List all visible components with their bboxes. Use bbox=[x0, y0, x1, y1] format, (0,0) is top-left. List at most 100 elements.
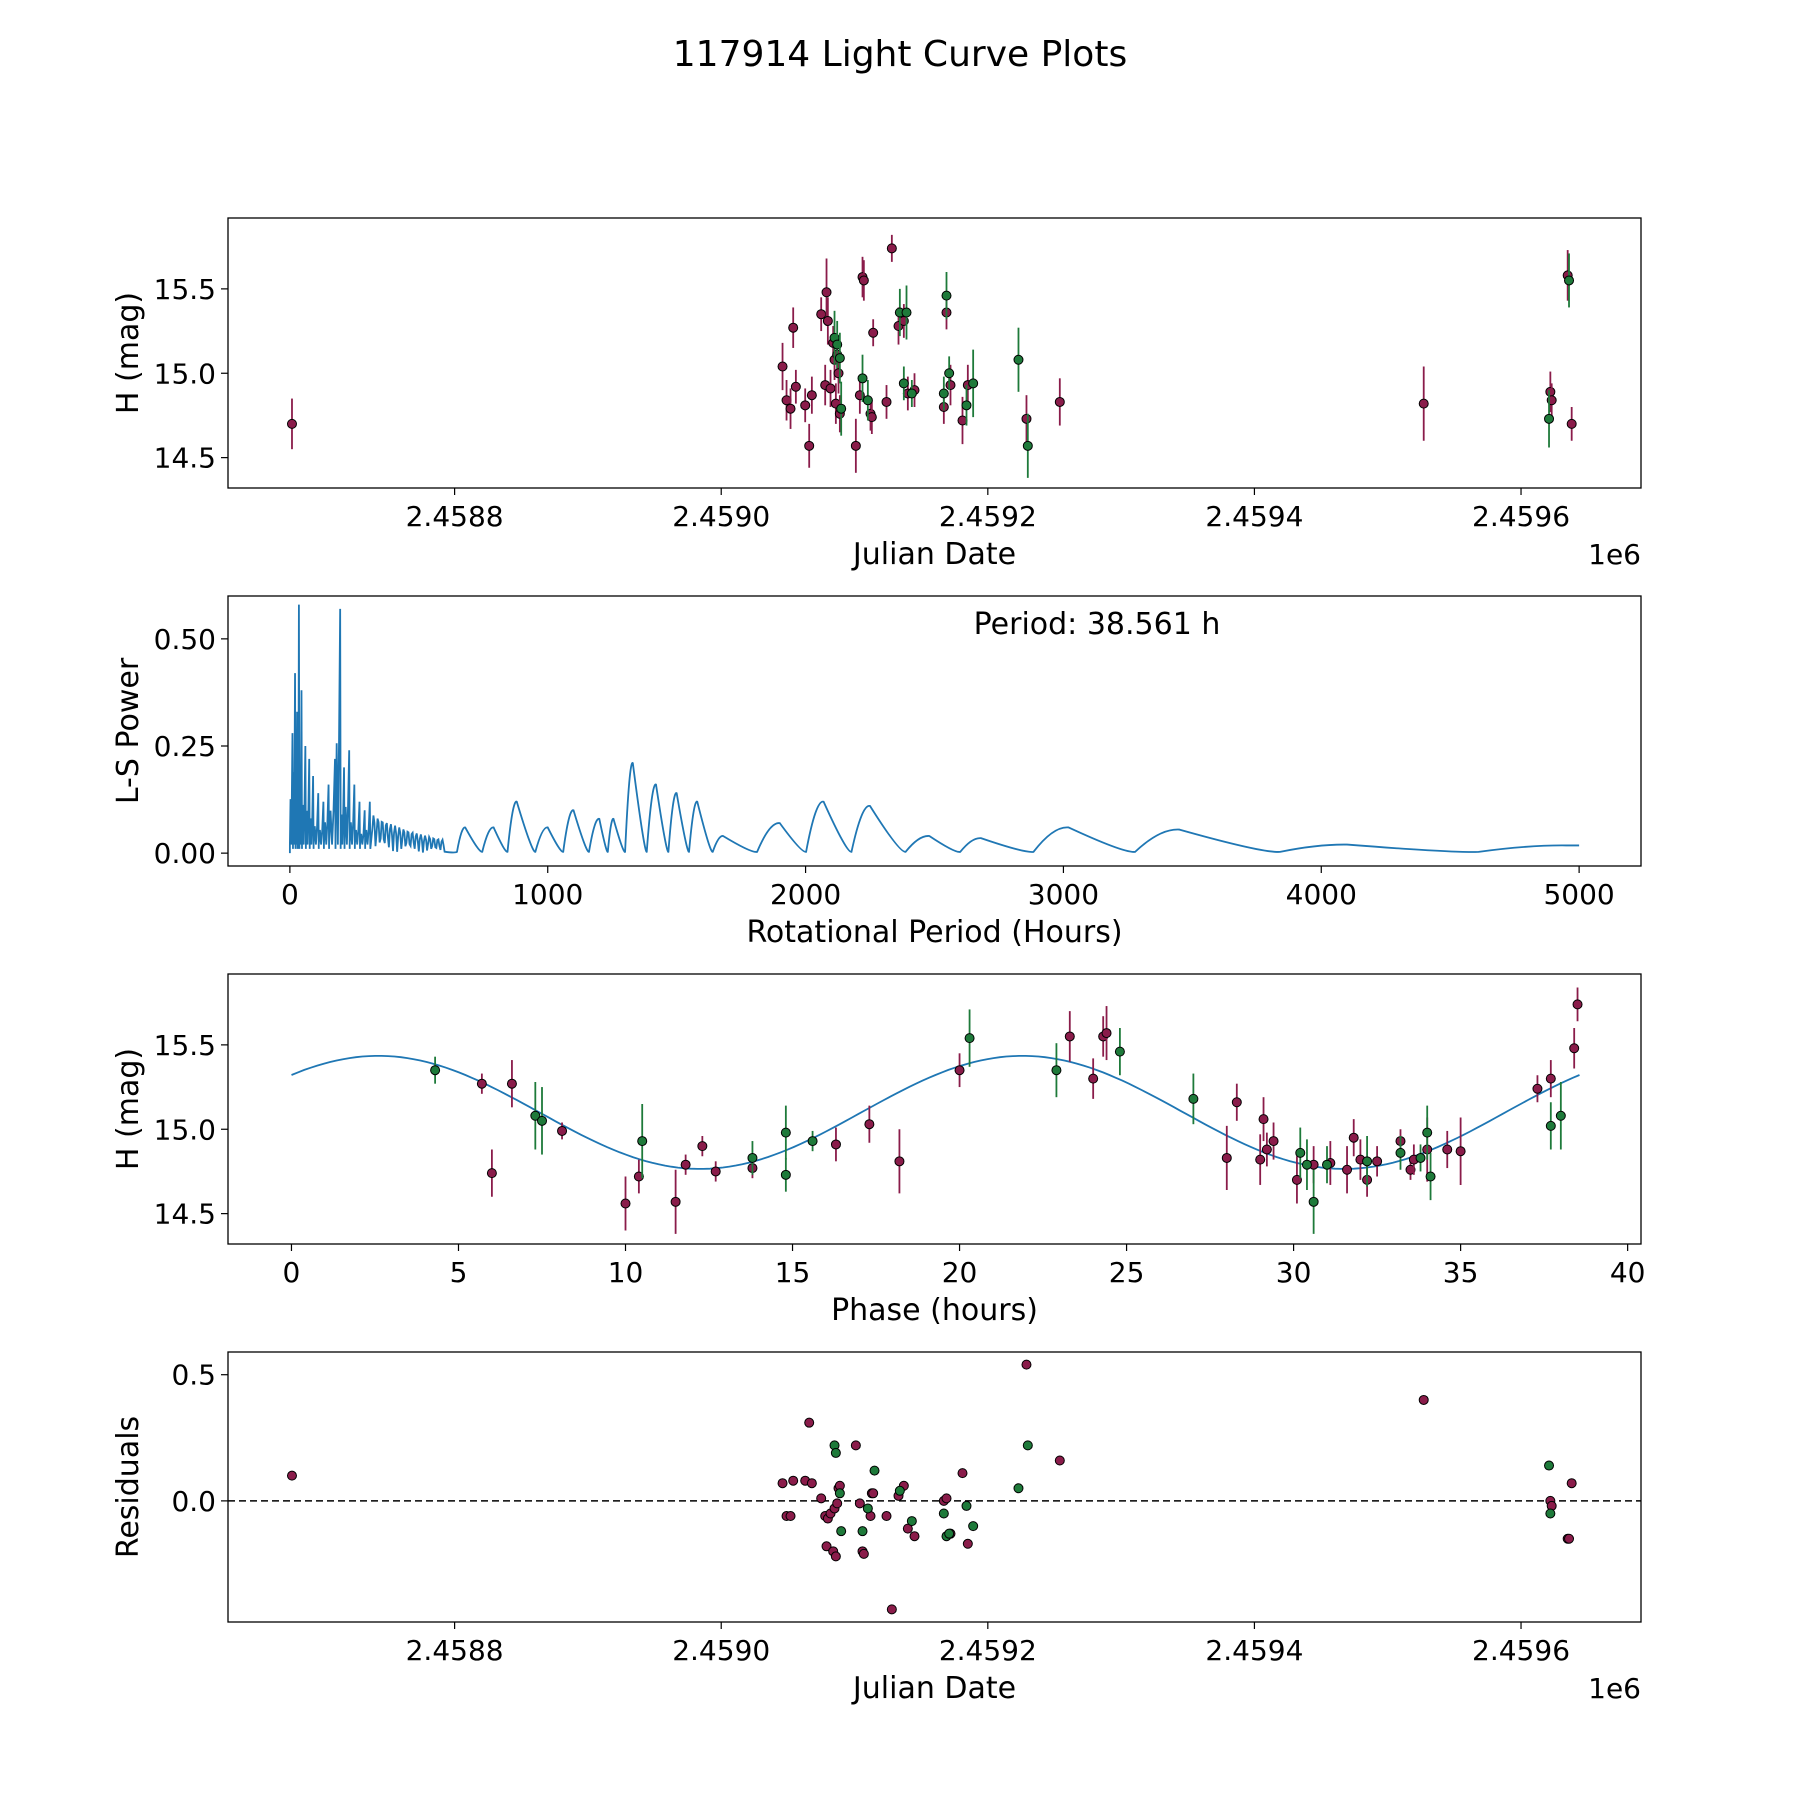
data-point-r bbox=[1231, 1097, 1242, 1108]
data-point-r bbox=[886, 243, 897, 254]
data-point-r bbox=[1021, 1359, 1032, 1370]
data-point-g bbox=[898, 378, 909, 389]
data-point-r bbox=[777, 1478, 788, 1489]
x-tick-label: 2.4588 bbox=[406, 1634, 504, 1667]
x-tick-label: 40 bbox=[1610, 1256, 1646, 1289]
data-point-g bbox=[807, 1136, 818, 1147]
data-point-r bbox=[1261, 1144, 1272, 1155]
data-point-r bbox=[1064, 1031, 1075, 1042]
data-point-r bbox=[962, 1538, 973, 1549]
y-tick-label: 0.0 bbox=[171, 1485, 216, 1518]
data-point-r bbox=[850, 440, 861, 451]
data-point-g bbox=[906, 388, 917, 399]
data-point-g bbox=[780, 1127, 791, 1138]
data-point-g bbox=[941, 290, 952, 301]
data-point-r bbox=[902, 1523, 913, 1534]
data-point-g bbox=[1544, 413, 1555, 424]
data-point-r bbox=[1455, 1146, 1466, 1157]
data-point-r bbox=[804, 440, 815, 451]
data-point-r bbox=[825, 383, 836, 394]
x-offset-label: 1e6 bbox=[1588, 538, 1641, 571]
chart-raw: 2.4588 2.4590 2.4592 2.4594 2.4596 14.5 15.0 15… bbox=[111, 217, 1642, 572]
fit-curve bbox=[291, 1055, 1580, 1170]
x-tick-label: 3000 bbox=[1028, 878, 1099, 911]
axes-frame bbox=[227, 1351, 1642, 1623]
data-point-g bbox=[747, 1152, 758, 1163]
data-point-g bbox=[637, 1136, 648, 1147]
data-point-r bbox=[945, 380, 956, 391]
data-point-g bbox=[1362, 1156, 1373, 1167]
data-point-g bbox=[1013, 1483, 1024, 1494]
data-point-g bbox=[1422, 1127, 1433, 1138]
data-point-r bbox=[286, 1470, 297, 1481]
data-point-g bbox=[834, 353, 845, 364]
x-tick-label: 0 bbox=[283, 1256, 301, 1289]
data-point-g bbox=[1555, 1110, 1566, 1121]
x-axis-label: Julian Date bbox=[851, 1671, 1016, 1706]
data-point-r bbox=[1418, 1394, 1429, 1405]
data-point-r bbox=[506, 1078, 517, 1089]
data-point-r bbox=[864, 1119, 875, 1130]
x-axis-label: Julian Date bbox=[851, 537, 1016, 572]
x-tick-label: 2.4590 bbox=[672, 500, 770, 533]
data-point-g bbox=[780, 1169, 791, 1180]
data-point-r bbox=[957, 1468, 968, 1479]
data-point-r bbox=[1088, 1073, 1099, 1084]
x-tick-label: 15 bbox=[775, 1256, 811, 1289]
data-point-g bbox=[1545, 1120, 1556, 1131]
data-point-g bbox=[1415, 1152, 1426, 1163]
data-point-r bbox=[680, 1159, 691, 1170]
data-layer bbox=[286, 234, 1577, 478]
x-tick-label: 20 bbox=[942, 1256, 978, 1289]
data-point-g bbox=[1425, 1171, 1436, 1182]
data-point-g bbox=[968, 378, 979, 389]
data-point-g bbox=[1295, 1147, 1306, 1158]
y-tick-label: 14.5 bbox=[154, 1198, 216, 1231]
data-point-r bbox=[1564, 1533, 1575, 1544]
data-point-g bbox=[1051, 1065, 1062, 1076]
x-tick-label: 2.4592 bbox=[939, 1634, 1037, 1667]
data-layer bbox=[291, 987, 1583, 1234]
data-point-r bbox=[777, 361, 788, 372]
data-point-r bbox=[858, 275, 869, 286]
x-tick-label: 2.4588 bbox=[406, 500, 504, 533]
data-point-r bbox=[816, 1493, 827, 1504]
data-point-g bbox=[1395, 1147, 1406, 1158]
data-point-r bbox=[816, 309, 827, 320]
x-tick-label: 2.4596 bbox=[1472, 1634, 1570, 1667]
data-point-g bbox=[836, 1526, 847, 1537]
y-tick-label: 15.0 bbox=[154, 1113, 216, 1146]
x-tick-label: 2.4592 bbox=[939, 500, 1037, 533]
data-point-g bbox=[1114, 1046, 1125, 1057]
data-point-g bbox=[1013, 354, 1024, 365]
data-point-g bbox=[1564, 275, 1575, 286]
y-axis-label: H (mag) bbox=[111, 292, 146, 414]
data-point-g bbox=[906, 1516, 917, 1527]
data-point-r bbox=[1569, 1043, 1580, 1054]
y-axis-label: L-S Power bbox=[111, 657, 146, 804]
x-tick-label: 35 bbox=[1443, 1256, 1479, 1289]
data-point-g bbox=[968, 1521, 979, 1532]
data-point-r bbox=[1545, 1073, 1556, 1084]
data-point-r bbox=[785, 403, 796, 414]
data-point-r bbox=[941, 1493, 952, 1504]
data-point-r bbox=[1255, 1154, 1266, 1165]
x-axis-label: Phase (hours) bbox=[831, 1293, 1038, 1328]
data-point-r bbox=[830, 1139, 841, 1150]
data-point-r bbox=[894, 1156, 905, 1167]
data-point-r bbox=[1054, 1455, 1065, 1466]
data-point-r bbox=[821, 287, 832, 298]
data-point-r bbox=[1532, 1083, 1543, 1094]
data-point-r bbox=[633, 1171, 644, 1182]
data-point-g bbox=[938, 388, 949, 399]
axes-frame bbox=[227, 973, 1642, 1245]
data-point-g bbox=[869, 1465, 880, 1476]
x-tick-label: 4000 bbox=[1286, 878, 1357, 911]
data-point-g bbox=[834, 1488, 845, 1499]
data-point-g bbox=[430, 1065, 441, 1076]
data-point-r bbox=[697, 1141, 708, 1152]
x-tick-label: 2.4594 bbox=[1205, 500, 1303, 533]
x-tick-label: 30 bbox=[1276, 1256, 1312, 1289]
chart-phased: 0 5 10 15 20 25 30 35 40 14.5 15.0 15.5 Phase (hours… bbox=[111, 973, 1646, 1328]
y-axis-label: Residuals bbox=[111, 1416, 146, 1558]
